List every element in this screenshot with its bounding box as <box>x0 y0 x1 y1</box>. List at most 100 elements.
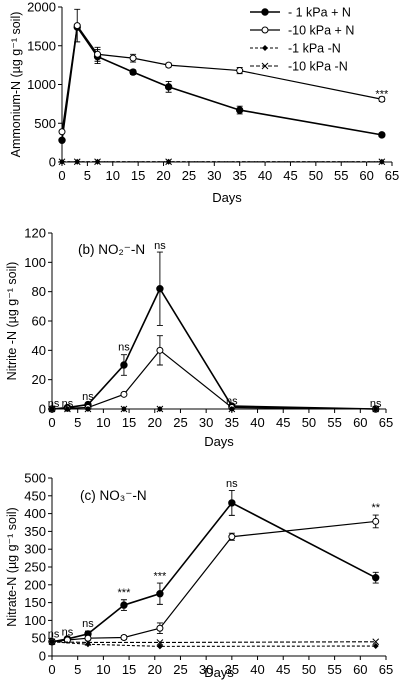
y-axis-label: Nitrate-N (µg g⁻¹ soil) <box>5 507 19 626</box>
x-tick-label: 20 <box>148 415 162 430</box>
x-tick-label: 5 <box>74 415 81 430</box>
x-tick-label: 65 <box>379 662 393 677</box>
point-legend-1-kpa-n <box>261 8 269 16</box>
series-1-kpa-n <box>48 490 380 646</box>
point-10-kpa-n <box>372 517 380 525</box>
x-axis-label: Days <box>204 434 234 449</box>
x-tick-label: 45 <box>276 662 290 677</box>
point-10-kpa-n <box>156 405 164 413</box>
y-tick-label: 1000 <box>27 77 56 92</box>
series-10-kpa-n <box>48 514 380 646</box>
point-10-kpa-n <box>48 405 56 413</box>
x-tick-label: 60 <box>353 415 367 430</box>
series-line-1-kpa-n <box>51 501 377 643</box>
point-10-kpa-n <box>165 61 173 69</box>
point-10-kpa-n <box>156 624 164 632</box>
point-10-kpa-n <box>64 405 71 413</box>
point-1-kpa-n <box>164 83 173 91</box>
x-tick-label: 45 <box>283 168 297 183</box>
significance-label: ns <box>82 391 94 403</box>
y-tick-label: 0 <box>49 155 56 170</box>
significance-label: ** <box>371 502 380 514</box>
y-tick-label: 350 <box>24 524 46 539</box>
series-line-10-kpa-n <box>51 349 376 410</box>
y-tick-label: 500 <box>34 116 56 131</box>
significance-label: ns <box>62 398 74 410</box>
series-10-kpa-n <box>58 158 386 166</box>
point-1-kpa-n <box>156 285 164 293</box>
point-1-kpa-n <box>129 68 137 76</box>
x-tick-label: 15 <box>122 662 136 677</box>
significance-label: ns <box>370 398 382 410</box>
x-tick-label: 25 <box>173 415 187 430</box>
legend-entry: - 1 kPa + N <box>288 6 351 20</box>
x-tick-label: 35 <box>232 168 246 183</box>
y-tick-label: 250 <box>24 560 46 575</box>
legend-entry: -1 kPa -N <box>288 42 341 56</box>
point-legend-10-kpa-n <box>261 62 269 70</box>
significance-label: ns <box>226 396 238 408</box>
point-legend-1-kpa-n <box>262 45 268 51</box>
point-10-kpa-n <box>156 346 164 354</box>
x-tick-label: 30 <box>207 168 221 183</box>
panel-title: (b) NO₂⁻-N <box>78 242 145 257</box>
x-tick-label: 20 <box>148 662 162 677</box>
x-tick-label: 50 <box>302 415 316 430</box>
x-tick-label: 55 <box>327 662 341 677</box>
point-1-kpa-n <box>378 131 386 139</box>
x-tick-label: 40 <box>258 168 272 183</box>
y-tick-label: 2000 <box>27 0 56 15</box>
x-tick-label: 5 <box>74 662 81 677</box>
y-tick-label: 50 <box>32 631 46 646</box>
point-1-kpa-n <box>120 601 128 609</box>
point-10-kpa-n <box>378 158 386 166</box>
point-10-kpa-n <box>236 67 244 75</box>
legend: - 1 kPa + N -10 kPa + N -1 kPa -N -10 kPa -… <box>250 6 354 74</box>
significance-label: *** <box>153 570 167 582</box>
x-tick-label: 50 <box>302 662 316 677</box>
point-10-kpa-n <box>378 95 386 103</box>
point-1-kpa-n <box>372 643 379 650</box>
x-tick-label: 40 <box>250 662 264 677</box>
x-tick-label: 35 <box>225 415 239 430</box>
x-tick-label: 0 <box>48 662 55 677</box>
significance-label: ns <box>226 478 238 490</box>
y-tick-label: 500 <box>24 471 46 486</box>
point-10-kpa-n <box>129 54 137 62</box>
significance-label: *** <box>375 89 389 101</box>
significance-label: ns <box>82 618 94 630</box>
significance-label: ns <box>118 341 130 353</box>
point-10-kpa-n <box>84 405 92 413</box>
x-tick-label: 45 <box>276 415 290 430</box>
point-10-kpa-n <box>84 634 92 642</box>
point-10-kpa-n <box>48 638 56 646</box>
point-10-kpa-n <box>73 158 81 166</box>
series-10-kpa-n <box>48 638 380 646</box>
x-tick-label: 55 <box>327 415 341 430</box>
point-10-kpa-n <box>58 128 66 136</box>
x-tick-label: 60 <box>359 168 373 183</box>
x-tick-label: 40 <box>250 415 264 430</box>
point-1-kpa-n <box>58 136 66 145</box>
point-legend-10-kpa-n <box>261 26 269 34</box>
x-tick-label: 65 <box>385 168 399 183</box>
point-10-kpa-n <box>120 633 128 641</box>
y-tick-label: 40 <box>32 343 46 358</box>
y-axis-label: Ammonium-N (µg g⁻¹ soil) <box>9 12 23 158</box>
significance-label: ns <box>154 240 166 252</box>
y-tick-label: 0 <box>39 402 46 417</box>
y-tick-label: 450 <box>24 488 46 503</box>
significance-label: ns <box>48 628 60 640</box>
point-10-kpa-n <box>58 158 66 166</box>
series-10-kpa-n <box>58 8 386 136</box>
point-10-kpa-n <box>228 533 236 541</box>
series-10-kpa-n <box>48 335 380 413</box>
y-tick-label: 60 <box>32 314 46 329</box>
point-10-kpa-n <box>228 405 236 413</box>
chart-panel-a: 0 500 1000 1500 2000 0 5 10 15 20 25 30 35 40 45 50 55 60… <box>9 0 399 205</box>
y-axis-label: Nitrite -N (µg g⁻¹ soil) <box>5 262 19 381</box>
point-1-kpa-n <box>156 643 163 650</box>
point-10-kpa-n <box>372 405 380 413</box>
series-line-10-kpa-n <box>51 641 376 644</box>
